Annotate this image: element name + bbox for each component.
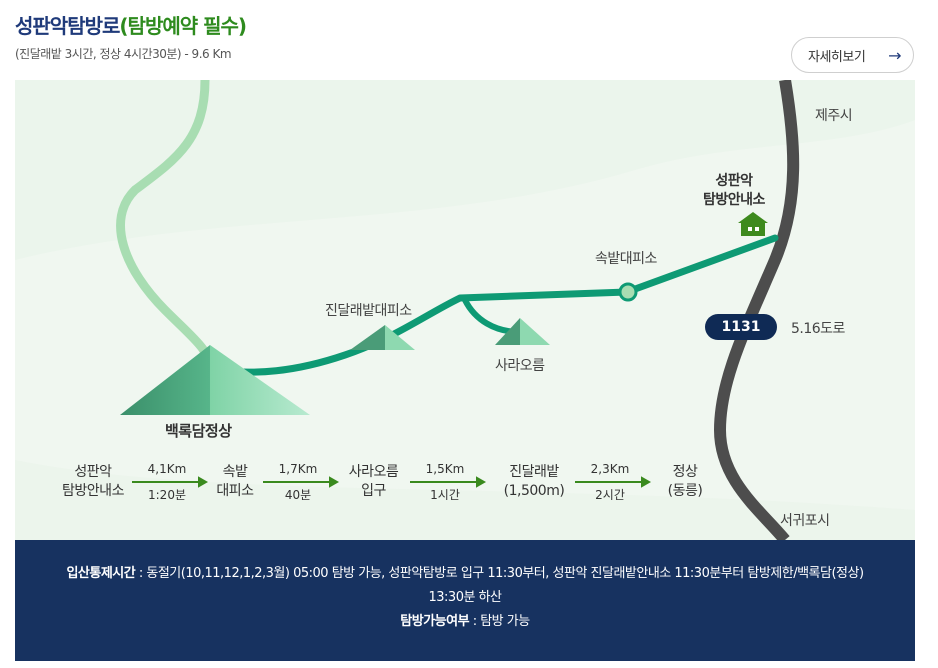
route-stop-5: 정상 (동릉) — [667, 464, 703, 499]
page-title: 성판악탐방로(탐방예약 필수) — [15, 10, 247, 39]
label-jeju-city: 제주시 — [815, 108, 853, 124]
label-seongpanak-office: 성판악 탐방안내소 — [703, 173, 765, 208]
info-panel: 입산통제시간 : 동절기(10,11,12,1,2,3월) 05:00 탐방 가… — [15, 540, 915, 661]
segment-1-time: 1:20분 — [148, 488, 186, 502]
arrow-right-icon: → — [888, 45, 901, 65]
route-stop-2: 속밭 대피소 — [216, 464, 254, 499]
segment-1-distance: 4,1Km — [147, 462, 187, 476]
segment-3-distance: 1,5Km — [425, 462, 465, 476]
label-jindallae-shelter: 진달래밭대피소 — [325, 303, 412, 319]
entry-control-line: 입산통제시간 : 동절기(10,11,12,1,2,3월) 05:00 탐방 가… — [15, 562, 915, 586]
trail-name: 성판악탐방로 — [15, 14, 120, 38]
availability-label: 탐방가능여부 — [400, 614, 470, 629]
segment-2-time: 40분 — [284, 488, 312, 502]
detail-button[interactable]: 자세히보기 → — [791, 37, 914, 73]
road-516 — [713, 80, 800, 540]
detail-button-label: 자세히보기 — [808, 49, 866, 65]
entry-control-label: 입산통제시간 — [66, 566, 136, 581]
route-stop-3: 사라오름 입구 — [348, 464, 399, 499]
segment-3-time: 1시간 — [430, 488, 460, 502]
label-sara-oreum: 사라오름 — [495, 358, 545, 374]
entry-control-line-2: 13:30분 하산 — [428, 590, 502, 605]
label-seogwipo-city: 서귀포시 — [780, 513, 830, 529]
label-baengnokdam-summit: 백록담정상 — [165, 422, 232, 440]
segment-4-time: 2시간 — [595, 488, 625, 502]
trail-summary: (진달래밭 3시간, 정상 4시간30분) - 9.6 Km — [15, 47, 232, 61]
summit-mountain-right — [210, 345, 310, 415]
availability-text: : 탐방 가능 — [469, 614, 530, 629]
road-number-badge: 1131 — [705, 314, 777, 340]
label-sokbat-shelter: 속밭대피소 — [595, 251, 657, 267]
summit-mountain-left — [120, 345, 210, 415]
trail-map-graphic — [15, 80, 915, 540]
route-arrows — [132, 476, 652, 488]
sokbat-marker — [618, 282, 638, 302]
reservation-note: (탐방예약 필수) — [119, 14, 247, 38]
other-trail — [116, 80, 215, 375]
route-stop-1: 성판악 탐방안내소 — [62, 464, 124, 499]
segment-4-distance: 2,3Km — [590, 462, 630, 476]
house-icon — [738, 212, 768, 223]
availability-line: 탐방가능여부 : 탐방 가능 — [15, 610, 915, 634]
main-trail — [211, 234, 779, 376]
label-road-name: 5.16도로 — [791, 321, 845, 337]
trail-map: 제주시 성판악 탐방안내소 속밭대피소 진달래밭대피소 사라오름 백록담정상 11… — [15, 80, 915, 540]
segment-2-distance: 1,7Km — [278, 462, 318, 476]
entry-control-text: : 동절기(10,11,12,1,2,3월) 05:00 탐방 가능, 성판악탐… — [135, 566, 864, 581]
route-stop-4: 진달래밭 (1,500m) — [503, 464, 565, 499]
